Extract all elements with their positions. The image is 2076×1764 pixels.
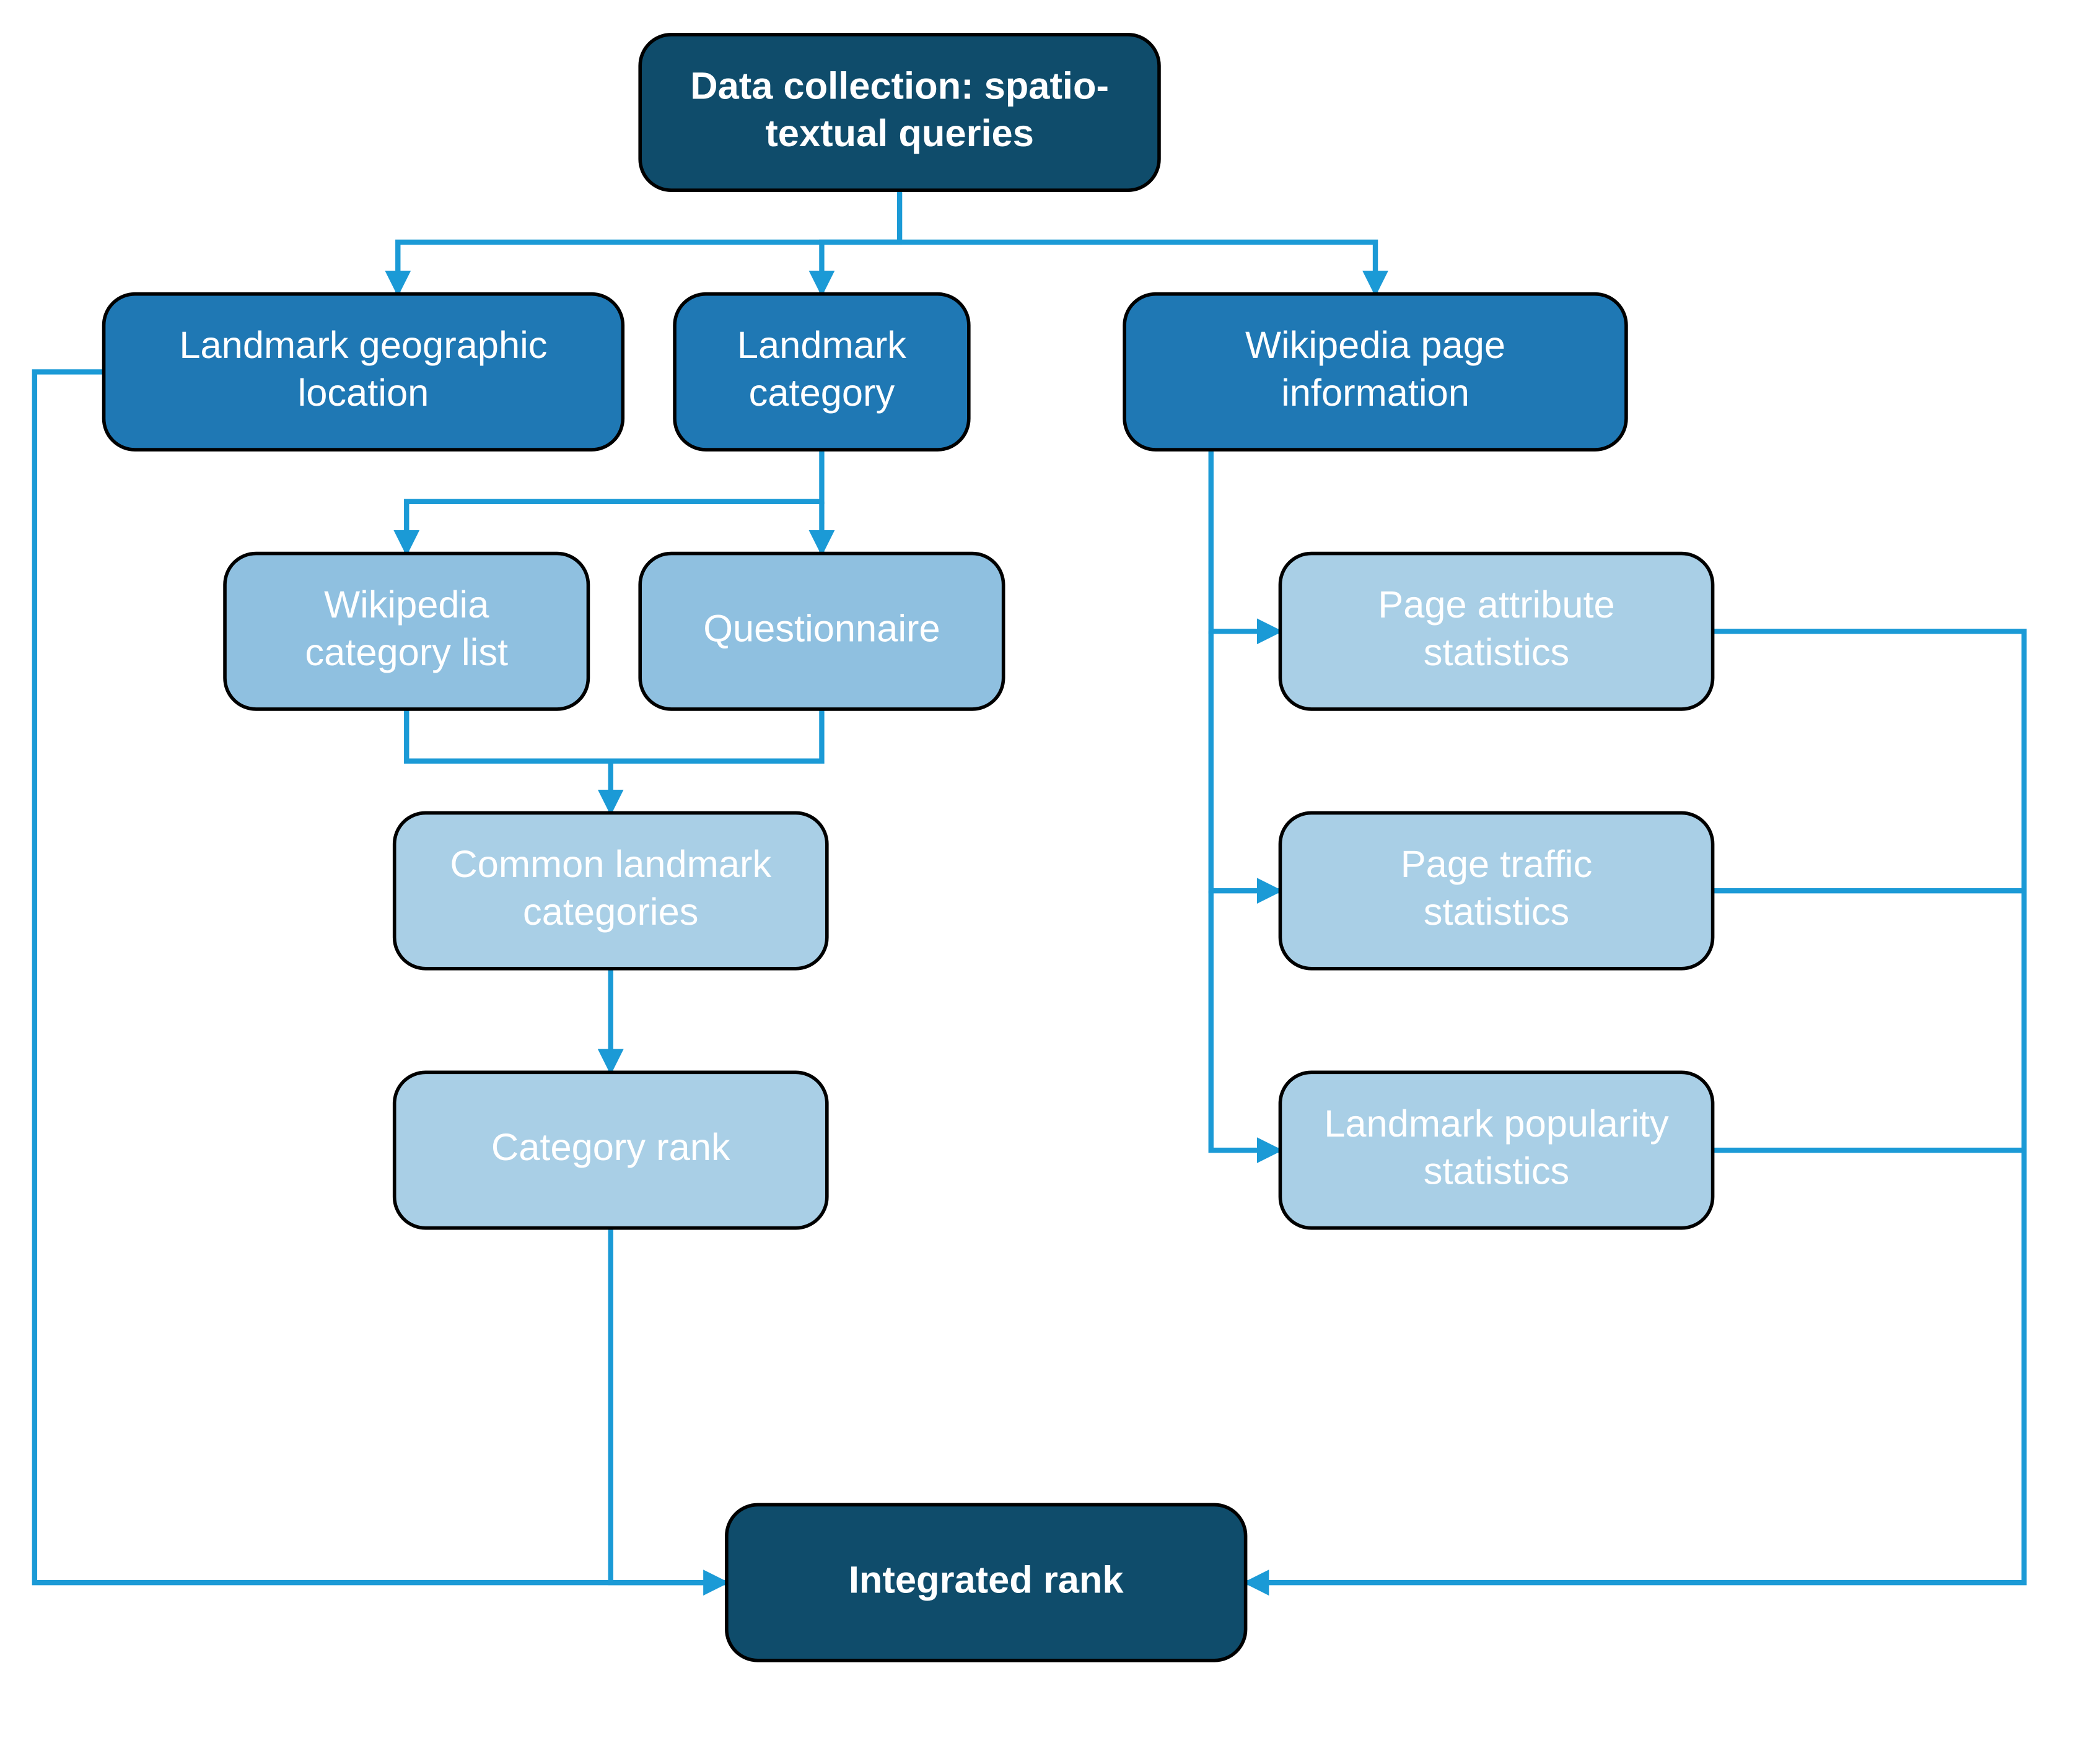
node-label: Common landmark (450, 843, 771, 886)
edge (1211, 631, 1281, 891)
node-label: Landmark (737, 324, 906, 367)
node-label: Wikipedia page (1245, 324, 1505, 367)
edge (406, 709, 611, 813)
node-label: statistics (1424, 1150, 1570, 1193)
edge (821, 242, 900, 294)
node-label: location (298, 372, 429, 414)
node-label: category list (305, 631, 508, 674)
node-label: Landmark popularity (1324, 1102, 1669, 1145)
node-label: Data collection: spatio- (690, 64, 1109, 107)
node-category-rank: Category rank (395, 1072, 827, 1228)
node-label: information (1281, 372, 1469, 414)
edge (611, 1228, 727, 1583)
node-label: Landmark geographic (179, 324, 547, 367)
edge (1211, 891, 1281, 1150)
node-label: Page traffic (1401, 843, 1593, 886)
node-label: category (749, 372, 895, 414)
node-landmark-pop: Landmark popularity statistics (1280, 1072, 1712, 1228)
node-questionnaire: Questionnaire (640, 554, 1003, 709)
edge (406, 450, 821, 554)
node-landmark-category: Landmark category (675, 294, 969, 450)
nodes: Data collection: spatio-textual queriesL… (104, 35, 1713, 1661)
flowchart: Data collection: spatio-textual queriesL… (0, 0, 2076, 1764)
node-label: Wikipedia (324, 583, 489, 626)
node-common-cat: Common landmark categories (395, 813, 827, 968)
edge (1211, 450, 1281, 631)
node-label: categories (523, 891, 698, 933)
node-wiki-cat-list: Wikipedia category list (225, 554, 588, 709)
node-label: statistics (1424, 631, 1570, 674)
node-label: Questionnaire (703, 607, 940, 650)
node-geo-location: Landmark geographic location (104, 294, 623, 450)
edge (611, 709, 822, 761)
node-label: statistics (1424, 891, 1570, 933)
node-wiki-info: Wikipedia page information (1124, 294, 1626, 450)
edge (900, 242, 1375, 294)
node-label: Category rank (491, 1126, 730, 1169)
node-data-collection: Data collection: spatio-textual queries (640, 35, 1159, 190)
node-label: Page attribute (1378, 583, 1614, 626)
node-label: textual queries (765, 112, 1034, 155)
node-page-attr: Page attribute statistics (1280, 554, 1712, 709)
node-integrated-rank: Integrated rank (727, 1504, 1246, 1660)
node-label: Integrated rank (849, 1558, 1124, 1601)
node-page-traffic: Page traffic statistics (1280, 813, 1712, 968)
